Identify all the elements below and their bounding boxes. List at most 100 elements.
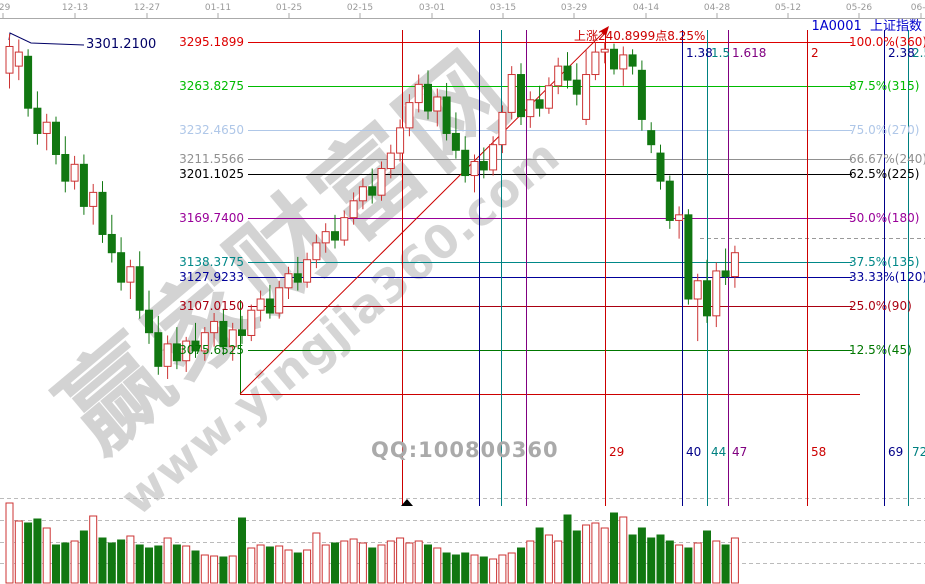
- candle-up: [126, 266, 135, 283]
- volume-bar-down: [117, 539, 126, 584]
- candle-up: [600, 48, 609, 53]
- volume-bar-down: [665, 540, 674, 584]
- volume-bar-up: [712, 540, 721, 584]
- trendline-arrowhead-icon: [600, 26, 609, 36]
- volume-bar-up: [582, 524, 591, 584]
- volume-bar-up: [377, 544, 386, 584]
- volume-bar-up: [284, 549, 293, 584]
- volume-bar-up: [730, 537, 739, 584]
- candle-up: [89, 191, 98, 207]
- candle-up: [247, 309, 256, 336]
- volume-bar-down: [563, 514, 572, 584]
- volume-bar-up: [507, 552, 516, 584]
- candle-up: [200, 332, 209, 352]
- candle-up: [340, 217, 349, 241]
- candle-up: [321, 231, 330, 244]
- candle-up: [349, 200, 358, 219]
- candle-up: [396, 127, 405, 154]
- volume-bar-up: [386, 540, 395, 584]
- candle-up: [182, 340, 191, 362]
- candle-down: [79, 163, 88, 207]
- candle-up: [470, 161, 479, 177]
- candle-down: [117, 252, 126, 283]
- candle-down: [33, 107, 42, 134]
- candle-up: [70, 163, 79, 182]
- candle-down: [479, 161, 488, 171]
- candle-down: [535, 99, 544, 109]
- candle-down: [610, 48, 618, 70]
- volume-bar-up: [498, 554, 507, 584]
- volume-bar-up: [544, 534, 553, 584]
- candle-down: [52, 121, 60, 155]
- volume-bar-down: [24, 522, 33, 584]
- volume-bar-up: [312, 532, 321, 584]
- candle-down: [107, 233, 116, 254]
- volume-bar-up: [554, 540, 563, 584]
- candle-down: [637, 69, 646, 120]
- volume-bar-down: [368, 547, 377, 584]
- candle-up: [619, 54, 628, 70]
- candle-down: [665, 180, 674, 221]
- candle-down: [442, 96, 451, 134]
- volume-bar-down: [461, 552, 470, 584]
- candle-up: [414, 83, 423, 104]
- candle-down: [628, 54, 637, 67]
- volume-bar-down: [98, 537, 107, 584]
- candle-up: [42, 121, 51, 134]
- volume-bar-up: [591, 522, 600, 584]
- candle-up: [712, 270, 721, 317]
- volume-bar-down: [451, 554, 460, 584]
- volume-bar-down: [135, 544, 144, 584]
- candle-up: [386, 152, 395, 170]
- candle-up: [256, 298, 265, 311]
- candle-up: [312, 242, 321, 261]
- candle-down: [684, 214, 693, 300]
- volume-bar-down: [535, 527, 544, 584]
- volume-bar-up: [489, 558, 498, 584]
- volume-bar-up: [126, 535, 135, 584]
- candle-down: [219, 320, 228, 348]
- volume-bar-down: [647, 537, 656, 584]
- candle-up: [730, 252, 739, 278]
- volume-bar-up: [256, 544, 265, 584]
- candle-down: [238, 329, 246, 336]
- volume-bar-up: [675, 544, 684, 584]
- volume-bar-up: [5, 502, 14, 584]
- volume-bar-up: [200, 554, 209, 584]
- volume-bar-down: [33, 518, 42, 584]
- volume-bar-down: [61, 542, 70, 584]
- candle-up: [591, 51, 600, 76]
- candle-down: [172, 343, 181, 362]
- candle-up: [693, 280, 702, 300]
- candle-down: [656, 152, 665, 182]
- volume-marker-triangle-icon: [401, 499, 413, 506]
- candle-down: [451, 132, 460, 151]
- candle-down: [721, 270, 730, 278]
- volume-bar-up: [600, 527, 609, 584]
- candle-down: [191, 340, 200, 352]
- volume-bar-down: [721, 544, 730, 584]
- volume-bar-down: [107, 542, 116, 584]
- volume-bar-up: [526, 540, 535, 584]
- candle-up: [358, 186, 367, 202]
- volume-bar-up: [405, 542, 414, 584]
- candle-down: [572, 79, 581, 95]
- candle-up: [526, 99, 535, 118]
- candle-up: [275, 287, 284, 314]
- volume-bar-up: [349, 538, 358, 584]
- candle-up: [303, 259, 312, 283]
- volume-bar-up: [321, 544, 330, 584]
- candle-down: [424, 83, 432, 112]
- candle-up: [14, 51, 23, 67]
- candle-down: [368, 186, 377, 196]
- candle-up: [498, 111, 507, 146]
- candle-up: [582, 74, 591, 120]
- candle-down: [703, 280, 711, 317]
- volume-bar-down: [684, 547, 693, 584]
- candle-down: [98, 191, 107, 235]
- candle-down: [61, 153, 70, 182]
- volume-bar-down: [628, 534, 637, 584]
- volume-bar-up: [14, 520, 23, 584]
